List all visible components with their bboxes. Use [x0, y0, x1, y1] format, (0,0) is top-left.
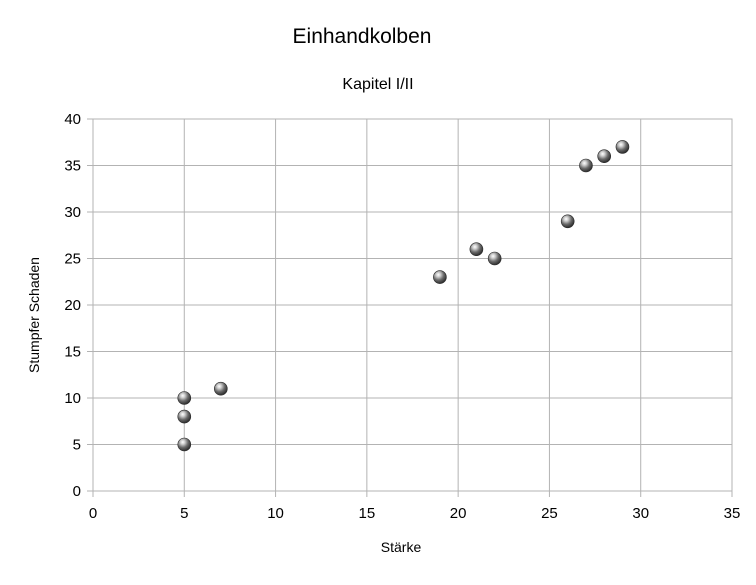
- y-tick-label: 25: [64, 251, 81, 268]
- data-point: [177, 437, 192, 452]
- data-point: [579, 158, 593, 173]
- chart-subtitle: Kapitel I/II: [342, 76, 413, 93]
- data-point: [560, 214, 575, 229]
- data-point: [433, 270, 447, 284]
- y-tick-label: 5: [73, 437, 81, 454]
- axes: [92, 118, 733, 492]
- x-tick-label: 25: [541, 505, 558, 522]
- y-tick-label: 10: [64, 390, 81, 407]
- y-tick-label: 35: [64, 158, 81, 175]
- data-point: [177, 409, 192, 424]
- x-tick-label: 35: [724, 505, 741, 522]
- y-tick-label: 40: [64, 111, 81, 128]
- x-tick-label: 30: [632, 505, 649, 522]
- data-point: [177, 391, 192, 405]
- y-tick-label: 0: [73, 483, 81, 500]
- x-tick-label: 15: [359, 505, 376, 522]
- data-point: [469, 242, 484, 256]
- data-point: [214, 381, 228, 396]
- x-tick-label: 10: [267, 505, 284, 522]
- y-tick-label: 30: [64, 204, 81, 221]
- x-tick-label: 5: [180, 505, 188, 522]
- x-axis-label: Stärke: [381, 539, 422, 555]
- data-points: [177, 140, 630, 452]
- y-axis-label: Stumpfer Schaden: [26, 257, 42, 373]
- y-tick-label: 15: [64, 344, 81, 361]
- plot-area-border: [92, 118, 733, 492]
- x-tick-label: 20: [450, 505, 467, 522]
- data-point: [597, 149, 612, 163]
- x-tick-label: 0: [89, 505, 97, 522]
- y-tick-label: 20: [64, 297, 81, 314]
- chart-title: Einhandkolben: [293, 25, 432, 48]
- data-point: [487, 251, 502, 266]
- data-point: [615, 140, 630, 154]
- tick-labels: 0 5 10 15 20 25 30 35 0 5 10 15 20 25 30 35 40: [64, 111, 740, 522]
